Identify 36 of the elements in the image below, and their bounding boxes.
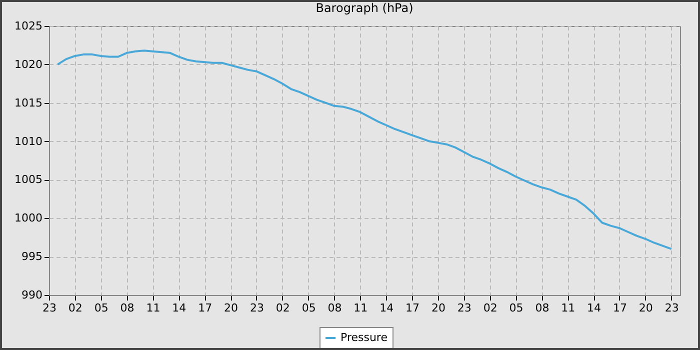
y-tick-label: 1010: [14, 134, 42, 148]
x-tick-label: 05: [509, 302, 524, 314]
x-tick-label: 20: [431, 302, 446, 314]
x-tick-label: 20: [638, 302, 653, 314]
x-tick-label: 17: [612, 302, 627, 314]
x-tick-label: 23: [42, 302, 56, 314]
x-tick-label: 11: [561, 302, 576, 314]
x-tick-label: 11: [146, 302, 160, 314]
x-tick-label: 02: [276, 302, 290, 314]
x-tick-label: 05: [94, 302, 108, 314]
y-tick-label: 990: [22, 288, 42, 302]
y-tick-label: 995: [22, 250, 42, 264]
chart-title: Barograph (hPa): [316, 1, 414, 15]
y-tick-label: 1025: [14, 20, 42, 32]
y-tick-label: 1020: [14, 58, 42, 71]
line-series: [56, 50, 672, 250]
x-tick-label: 23: [664, 302, 679, 314]
x-tick-label: 17: [406, 302, 420, 314]
x-tick-label: 08: [328, 302, 342, 314]
x-tick-label: 20: [224, 302, 238, 314]
x-tick-label: 05: [302, 302, 316, 314]
y-tick-label: 1015: [14, 96, 42, 110]
y-tick-label: 1000: [14, 212, 42, 225]
legend-label: Pressure: [340, 331, 388, 344]
y-tick-label: 1005: [14, 173, 42, 186]
x-tick-label: 14: [380, 302, 394, 314]
x-tick-label: 23: [457, 302, 472, 314]
x-tick-label: 17: [198, 302, 212, 314]
x-tick-label: 02: [483, 302, 498, 314]
x-tick-label: 11: [354, 302, 368, 314]
x-tick-label: 14: [587, 302, 602, 314]
x-tick-label: 02: [68, 302, 82, 314]
x-tick-label: 08: [535, 302, 550, 314]
x-tick-label: 08: [120, 302, 134, 314]
x-tick-label: 23: [250, 302, 264, 314]
x-tick-label: 14: [172, 302, 186, 314]
